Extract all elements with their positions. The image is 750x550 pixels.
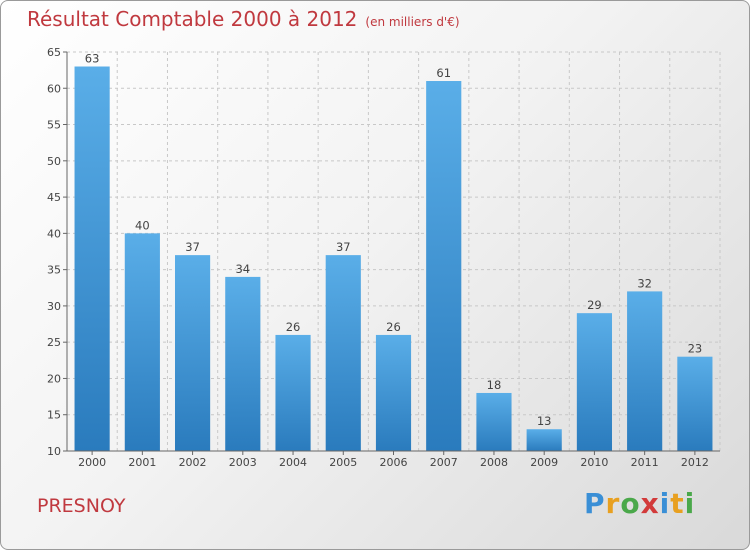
- x-tick-label: 2003: [229, 456, 257, 469]
- x-tick-label: 2002: [179, 456, 207, 469]
- x-tick-label: 2012: [681, 456, 709, 469]
- bar: [576, 313, 613, 451]
- bar-value-label: 18: [487, 378, 502, 392]
- x-tick-label: 2007: [430, 456, 458, 469]
- bar-value-label: 40: [135, 218, 150, 232]
- y-tick-label: 15: [47, 409, 61, 422]
- place-name: PRESNOY: [37, 495, 126, 517]
- bar: [526, 429, 562, 451]
- chart-title: Résultat Comptable 2000 à 2012 (en millie…: [27, 7, 460, 31]
- bar-value-label: 61: [436, 66, 451, 80]
- y-tick-label: 25: [47, 336, 61, 349]
- bar-value-label: 37: [185, 240, 200, 254]
- proxiti-logo: Proxiti: [584, 487, 696, 520]
- x-tick-label: 2004: [279, 456, 307, 469]
- bar: [426, 81, 462, 451]
- y-tick-label: 30: [47, 300, 61, 313]
- chart-subtitle: (en milliers d'€): [365, 15, 460, 29]
- chart-title-text: Résultat Comptable 2000 à 2012: [27, 7, 358, 31]
- bar-value-label: 23: [688, 342, 703, 356]
- axes: 10 15 20 25 30 35 40 45 50 55 60 65 2000 2001 2002 2003…: [47, 46, 720, 469]
- y-tick-label: 10: [47, 445, 61, 458]
- x-tick-label: 2000: [78, 456, 106, 469]
- y-tick-label: 20: [47, 372, 61, 385]
- x-tick-label: 2008: [480, 456, 508, 469]
- y-tick-label: 55: [47, 119, 61, 132]
- y-tick-label: 45: [47, 191, 61, 204]
- bar-value-label: 32: [637, 276, 652, 290]
- bar: [627, 291, 663, 451]
- bar-value-label: 13: [537, 414, 552, 428]
- bar: [375, 334, 412, 451]
- bar-value-label: 26: [386, 320, 401, 334]
- x-tick-label: 2005: [329, 456, 357, 469]
- x-tick-label: 2001: [128, 456, 156, 469]
- x-tick-label: 2011: [631, 456, 659, 469]
- bar: [74, 66, 110, 451]
- y-tick-label: 65: [47, 46, 61, 59]
- bar: [476, 392, 512, 451]
- bar-value-label: 37: [336, 240, 351, 254]
- bar: [275, 334, 311, 451]
- bar: [174, 255, 211, 451]
- x-tick-label: 2009: [530, 456, 558, 469]
- bar-value-label: 63: [85, 52, 100, 66]
- bar-value-label: 34: [235, 262, 250, 276]
- bar-value-label: 26: [286, 320, 301, 334]
- bar: [325, 255, 361, 451]
- y-tick-label: 40: [47, 227, 61, 240]
- y-tick-label: 50: [47, 155, 61, 168]
- y-tick-label: 60: [47, 82, 61, 95]
- bars: 63 40 37 34 26 37 26 61 18 13 29 32 23: [74, 52, 713, 451]
- bar: [124, 233, 160, 451]
- x-tick-label: 2006: [380, 456, 408, 469]
- bar: [225, 276, 261, 451]
- bar: [677, 356, 713, 451]
- y-tick-label: 35: [47, 264, 61, 277]
- x-tick-label: 2010: [580, 456, 608, 469]
- bar-value-label: 29: [587, 298, 602, 312]
